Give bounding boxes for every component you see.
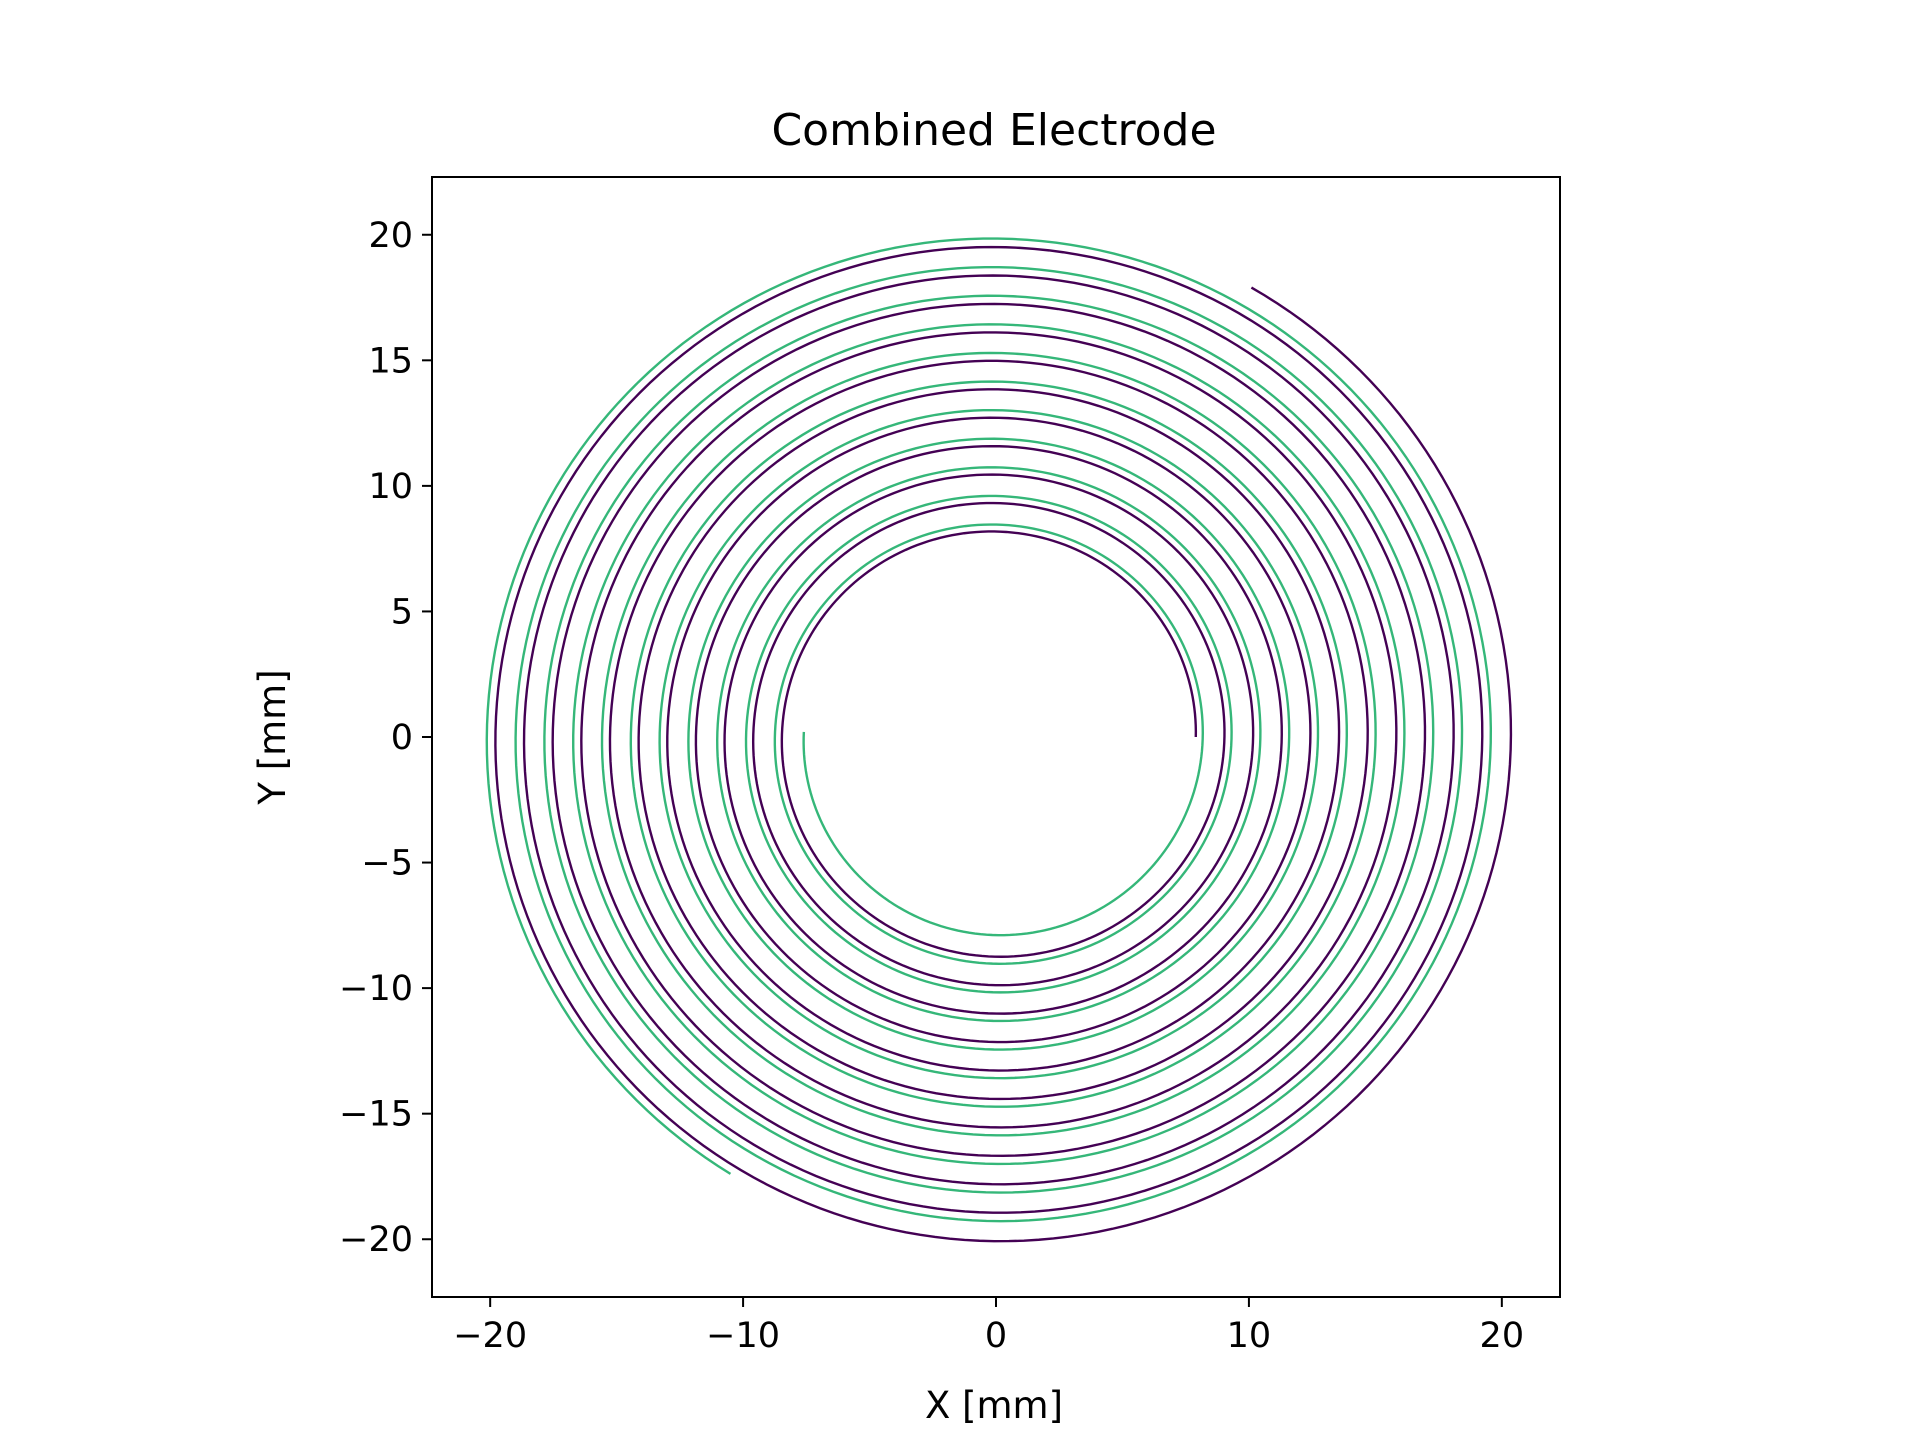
spiral-series-1	[494, 245, 1513, 1243]
y-tick-label: 5	[391, 592, 413, 632]
y-tick-label: 0	[391, 718, 413, 758]
chart-title: Combined Electrode	[771, 105, 1216, 156]
x-tick-label: 10	[1227, 1316, 1272, 1356]
y-tick-label: −5	[361, 844, 413, 884]
y-axis-label: Y [mm]	[251, 669, 294, 805]
spiral-series-2	[485, 237, 1493, 1223]
x-axis-label: X [mm]	[925, 1384, 1063, 1427]
y-tick-label: 10	[368, 467, 413, 507]
y-tick-label: 20	[368, 216, 413, 256]
y-axis: −20 −15 −10 −5 0 5 10 15 20	[339, 216, 432, 1260]
y-tick-label: −10	[339, 969, 413, 1009]
x-tick-label: 0	[985, 1316, 1007, 1356]
series-layer	[485, 237, 1513, 1243]
x-tick-label: −20	[453, 1316, 527, 1356]
x-axis: −20 −10 0 10 20	[453, 1297, 1524, 1356]
y-tick-label: −20	[339, 1220, 413, 1260]
x-tick-label: 20	[1480, 1316, 1525, 1356]
y-tick-label: −15	[339, 1095, 413, 1135]
y-tick-label: 15	[368, 341, 413, 381]
x-tick-label: −10	[706, 1316, 780, 1356]
